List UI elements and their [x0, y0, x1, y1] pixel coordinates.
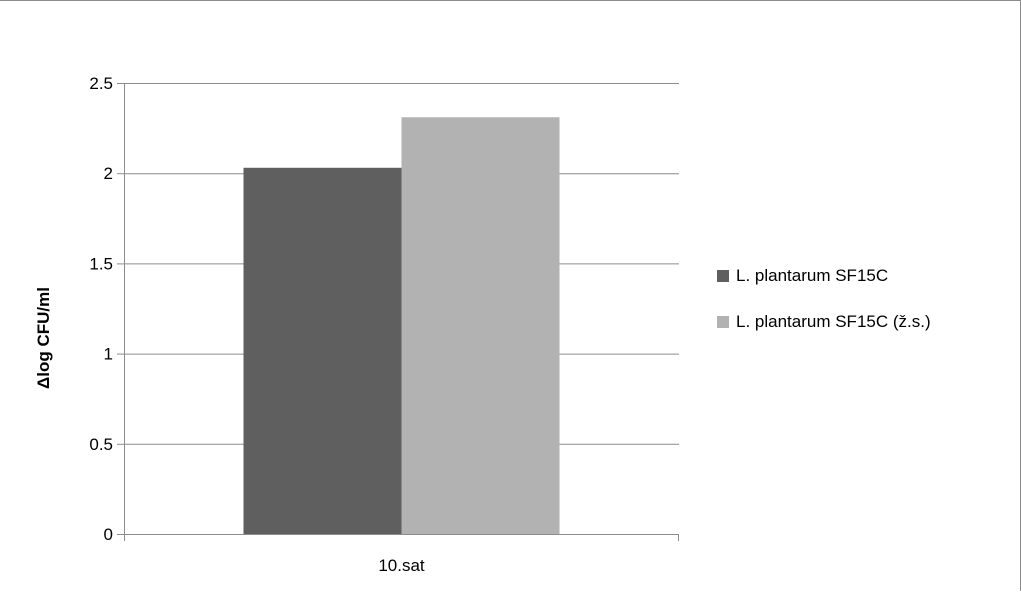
- y-tick-label: 2.5: [89, 74, 113, 93]
- x-tick-label: 10.sat: [378, 556, 425, 575]
- y-tick-label: 0.5: [89, 435, 113, 454]
- legend-label: L. plantarum SF15C (ž.s.): [736, 312, 931, 331]
- y-tick-label: 1: [104, 345, 113, 364]
- legend-item: L. plantarum SF15C (ž.s.): [717, 312, 931, 331]
- y-tick-labels: 0 0.5 1 1.5 2 2.5: [89, 74, 113, 544]
- legend-item: L. plantarum SF15C: [717, 266, 888, 285]
- bar: [243, 167, 402, 534]
- y-tick-label: 2: [104, 164, 113, 183]
- legend-swatch: [717, 316, 729, 328]
- y-axis-title: Δlog CFU/ml: [34, 287, 53, 389]
- axes: [117, 83, 679, 541]
- y-tick-label: 0: [104, 525, 113, 544]
- legend: L. plantarum SF15C L. plantarum SF15C (ž.…: [717, 266, 931, 331]
- x-tick-labels: 10.sat: [378, 556, 425, 575]
- bar: [401, 117, 560, 534]
- bars: [243, 117, 560, 534]
- legend-swatch: [717, 270, 729, 282]
- legend-label: L. plantarum SF15C: [736, 266, 888, 285]
- y-tick-label: 1.5: [89, 254, 113, 273]
